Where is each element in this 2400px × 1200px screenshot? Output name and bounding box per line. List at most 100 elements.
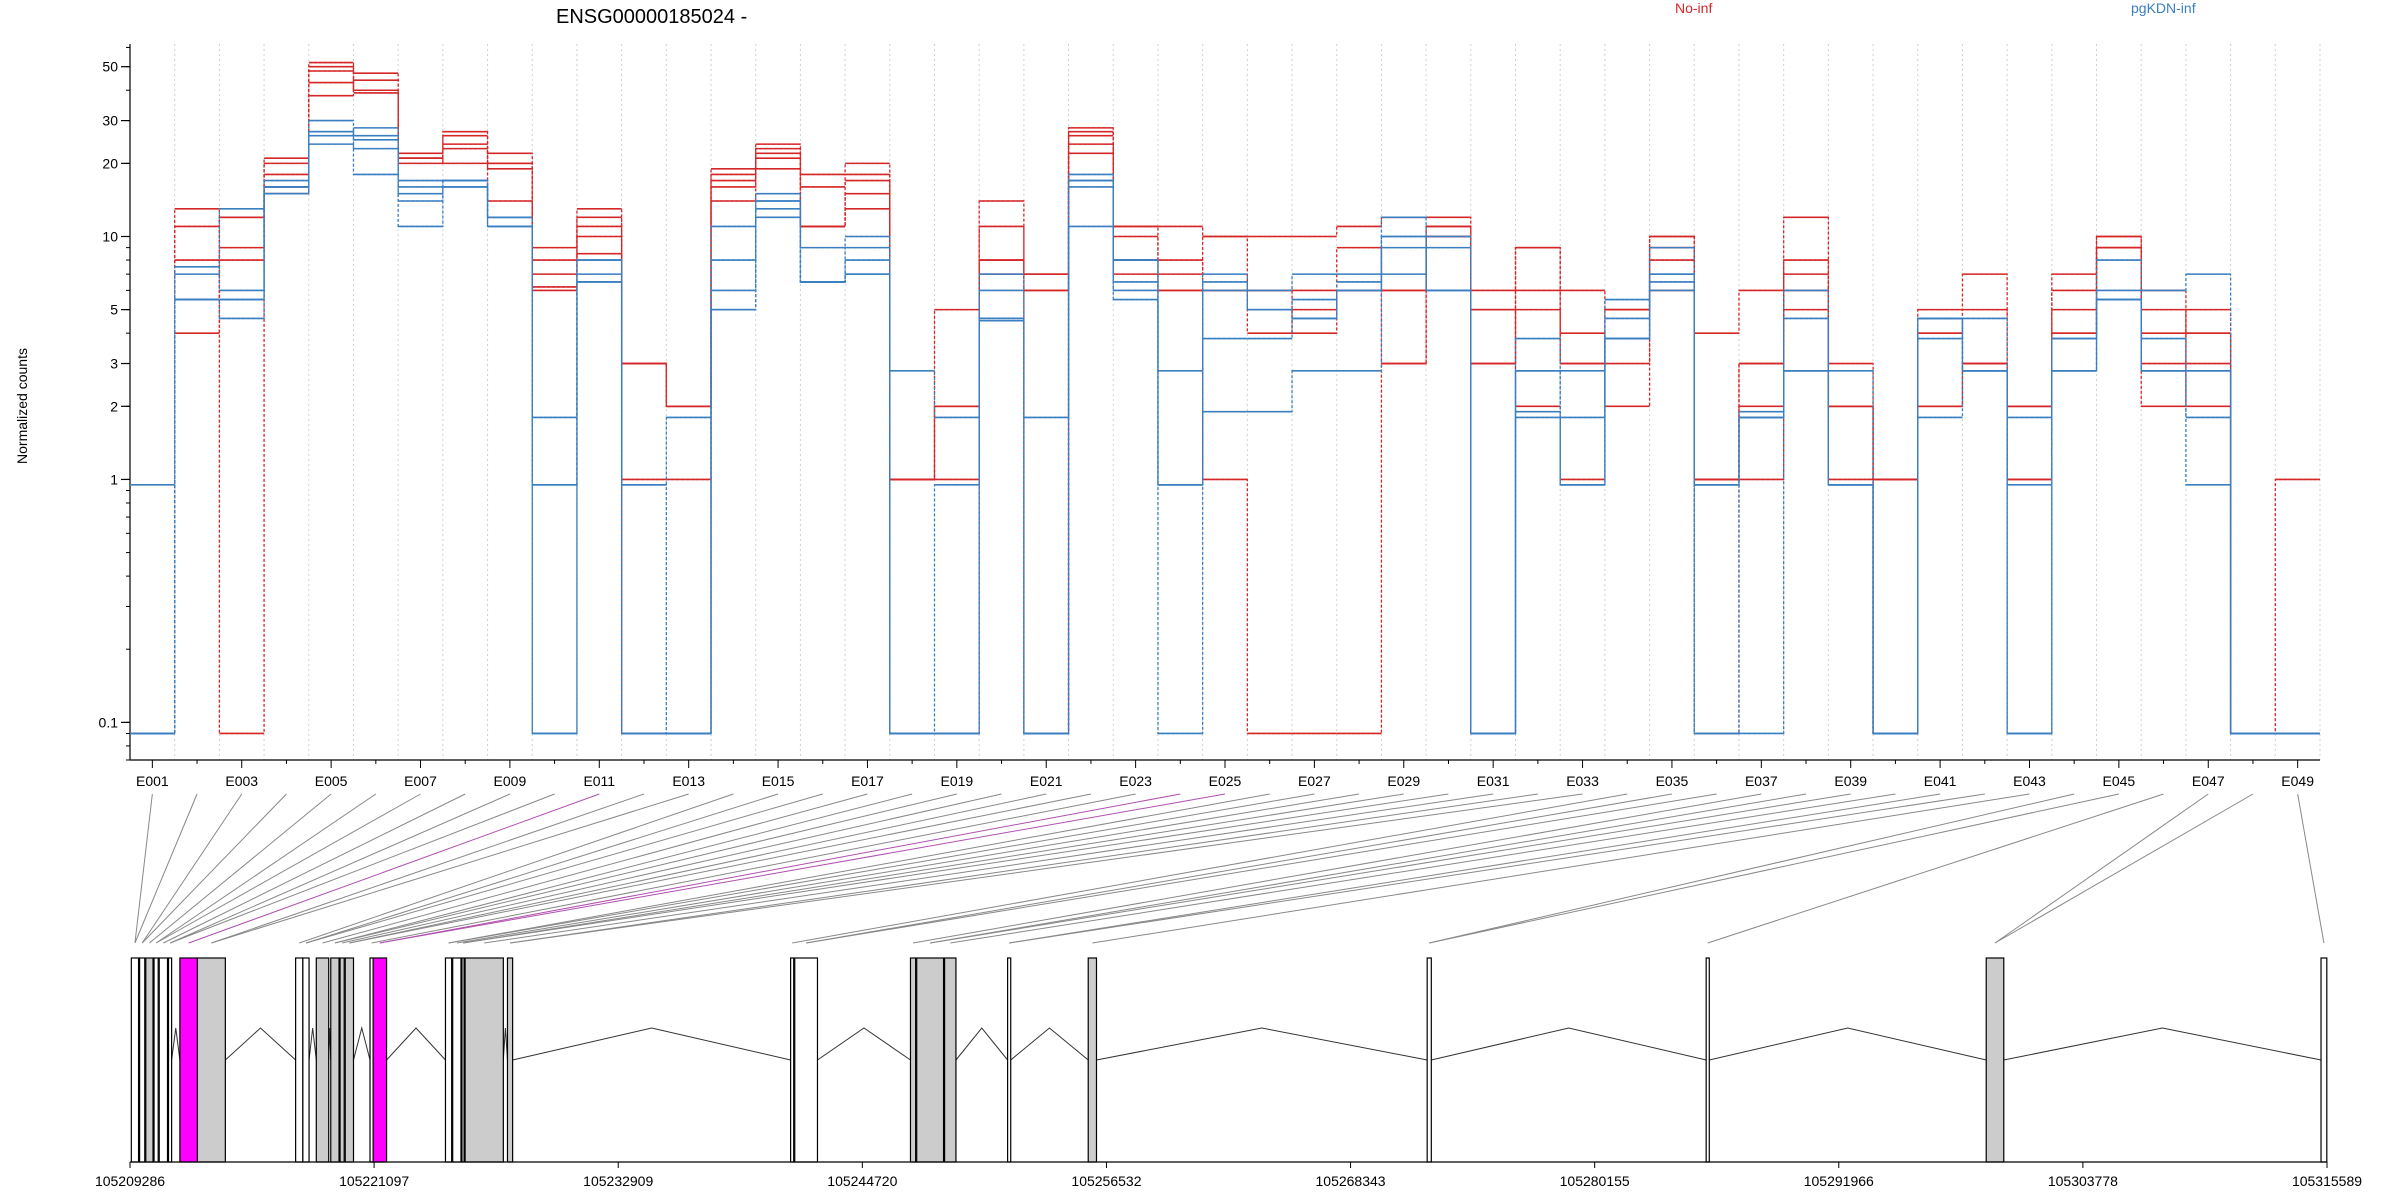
x-tick-label: E019 <box>940 773 973 789</box>
exon-block <box>339 957 345 1163</box>
y-tick-label: 50 <box>102 59 118 75</box>
intron-line <box>1010 1027 1089 1061</box>
exon-block <box>1087 957 1098 1163</box>
exon-block <box>506 957 514 1163</box>
exon-connector <box>792 793 1628 944</box>
exon-connector <box>509 793 1538 944</box>
exon-connector-lines <box>134 793 2325 944</box>
intron-line <box>1709 1027 1987 1061</box>
exon-connector <box>334 793 957 944</box>
exon-connector <box>342 793 1002 944</box>
x-tick-label: E015 <box>762 773 795 789</box>
exon-connector <box>806 793 1717 944</box>
y-tick-label: 20 <box>102 155 118 171</box>
intron-line <box>1431 1027 1707 1061</box>
exon-block <box>1985 957 2005 1163</box>
exon-connector <box>134 793 153 944</box>
legend-no-inf: No-inf <box>1675 0 1712 16</box>
x-tick-label: E005 <box>315 773 348 789</box>
exon-connector <box>169 793 555 944</box>
exon-connector <box>806 793 1673 944</box>
series-line <box>130 79 2320 735</box>
genome-tick-label: 105209286 <box>95 1173 165 1189</box>
series-pgkdn-inf-7 <box>130 143 2320 735</box>
x-tick-label: E029 <box>1387 773 1420 789</box>
x-tick-label: E033 <box>1566 773 1599 789</box>
series-line <box>130 119 2320 735</box>
exon-connector <box>930 793 1807 944</box>
exon-connector <box>169 793 511 944</box>
exon-block <box>794 957 819 1163</box>
y-axis-label: Normalized counts <box>14 348 30 464</box>
x-tick-label: E025 <box>1209 773 1242 789</box>
exon-connector <box>379 793 1181 944</box>
x-tick-label: E007 <box>404 773 437 789</box>
exon-block <box>344 957 355 1163</box>
exon-connector <box>211 793 689 944</box>
y-tick-label: 2 <box>110 398 118 414</box>
y-tick-label: 0.1 <box>99 714 119 730</box>
x-tick-label: E017 <box>851 773 884 789</box>
exon-block <box>130 957 140 1163</box>
exon-connector <box>334 793 913 944</box>
series-pgkdn-inf-6 <box>130 119 2320 735</box>
x-tick-label: E023 <box>1119 773 1152 789</box>
exon-block <box>295 957 304 1163</box>
series-line <box>130 66 2320 735</box>
intron-line <box>225 1027 296 1061</box>
exon-connector <box>188 793 600 944</box>
y-axis: 0.1 1 2 3 5 10 20 30 50 <box>99 44 131 761</box>
exon-block <box>1705 957 1710 1163</box>
exon-connector <box>1429 793 2119 944</box>
intron-line <box>171 1027 181 1061</box>
exon-axis: E001 E003 E005 E007 E009 E011 E013 E015 E017 E019… <box>130 759 2320 789</box>
intron-line <box>353 1026 371 1061</box>
exon-connector <box>1009 793 1941 944</box>
x-tick-label: E003 <box>225 773 258 789</box>
exon-connector <box>448 793 1270 944</box>
exon-connector <box>155 793 421 944</box>
exon-connector <box>211 793 645 944</box>
series-line <box>130 131 2320 735</box>
chart-title: ENSG00000185024 - <box>556 6 747 28</box>
exon-block <box>790 957 795 1163</box>
x-tick-label: E027 <box>1298 773 1331 789</box>
exon-connector <box>1994 793 2209 944</box>
series-pgkdn-inf-8 <box>130 127 2320 735</box>
x-tick-label: E039 <box>1834 773 1867 789</box>
x-tick-label: E041 <box>1924 773 1957 789</box>
x-tick-label: E013 <box>672 773 705 789</box>
exon-block <box>916 957 945 1163</box>
series-no-inf-4 <box>130 65 2320 735</box>
exon-connector <box>462 793 1404 944</box>
x-tick-label: E045 <box>2103 773 2136 789</box>
exon-block <box>943 957 957 1163</box>
exon-connector <box>950 793 1896 944</box>
exon-connector <box>349 793 1047 944</box>
intron-line <box>1096 1027 1428 1061</box>
y-tick-label: 10 <box>102 228 118 244</box>
exon-block <box>138 957 146 1163</box>
genome-tick-label: 105268343 <box>1316 1173 1386 1189</box>
series-line <box>130 70 2320 735</box>
genome-tick-label: 105244720 <box>827 1173 897 1189</box>
y-tick-label: 30 <box>102 113 118 129</box>
genome-tick-label: 105256532 <box>1071 1173 1141 1189</box>
x-tick-label: E037 <box>1745 773 1778 789</box>
exon-block <box>461 957 465 1163</box>
exon-connector <box>1707 793 2164 944</box>
x-tick-label: E043 <box>2013 773 2046 789</box>
series-no-inf-0 <box>130 70 2320 735</box>
x-tick-label: E031 <box>1477 773 1510 789</box>
exon-connector <box>448 793 1315 944</box>
exon-block <box>145 957 154 1163</box>
x-tick-label: E049 <box>2281 773 2314 789</box>
exon-connector <box>305 793 779 944</box>
x-tick-label: E011 <box>583 773 615 789</box>
exon-block <box>179 957 199 1163</box>
exon-connector <box>371 793 1136 944</box>
exon-block <box>1426 957 1432 1163</box>
series-line <box>130 131 2320 735</box>
exon-block <box>452 957 462 1163</box>
